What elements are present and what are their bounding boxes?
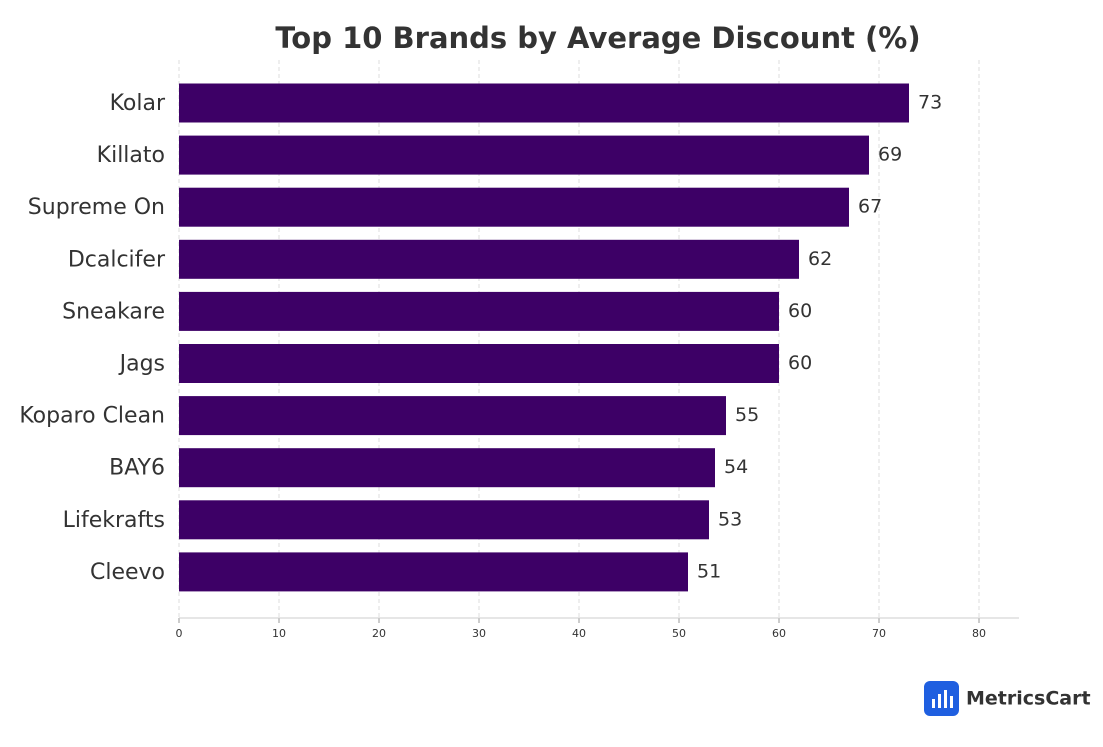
value-label: 60 bbox=[788, 300, 812, 322]
logo-bar bbox=[950, 696, 953, 708]
logo-bar bbox=[944, 690, 947, 708]
bar bbox=[179, 396, 726, 436]
y-tick-label: BAY6 bbox=[109, 456, 165, 481]
value-label: 55 bbox=[735, 404, 759, 426]
y-tick-label: Cleevo bbox=[90, 560, 165, 585]
value-label: 73 bbox=[918, 92, 942, 114]
y-tick-label: Koparo Clean bbox=[19, 404, 165, 429]
value-label: 67 bbox=[858, 196, 882, 218]
logo-icon bbox=[924, 681, 959, 716]
y-tick-label: Sneakare bbox=[62, 299, 165, 324]
bar bbox=[179, 239, 799, 279]
bar bbox=[179, 552, 688, 592]
y-tick-label: Jags bbox=[118, 352, 165, 377]
x-tick-label: 20 bbox=[372, 627, 386, 640]
value-label: 53 bbox=[718, 508, 742, 530]
y-tick-label: Dcalcifer bbox=[68, 247, 166, 272]
x-tick-label: 60 bbox=[772, 627, 786, 640]
y-tick-label: Killato bbox=[97, 143, 165, 168]
value-label: 62 bbox=[808, 248, 832, 270]
bar bbox=[179, 187, 849, 227]
logo-bar bbox=[932, 699, 935, 708]
bar bbox=[179, 500, 709, 540]
y-tick-label: Supreme On bbox=[28, 195, 165, 220]
bar bbox=[179, 135, 869, 175]
x-tick-label: 30 bbox=[472, 627, 486, 640]
bar bbox=[179, 83, 909, 123]
value-label: 51 bbox=[697, 560, 721, 582]
x-tick-label: 70 bbox=[872, 627, 886, 640]
x-tick-label: 10 bbox=[272, 627, 286, 640]
brand-name: MetricsCart bbox=[966, 688, 1091, 710]
bar bbox=[179, 448, 715, 488]
value-label: 60 bbox=[788, 352, 812, 374]
x-tick-label: 80 bbox=[972, 627, 986, 640]
bar bbox=[179, 344, 779, 383]
logo-bar bbox=[938, 694, 941, 708]
value-label: 54 bbox=[724, 456, 748, 478]
x-tick-label: 40 bbox=[572, 627, 586, 640]
y-tick-label: Kolar bbox=[110, 91, 166, 116]
x-tick-label: 0 bbox=[176, 627, 183, 640]
x-tick-label: 50 bbox=[672, 627, 686, 640]
value-label: 69 bbox=[878, 144, 902, 166]
y-tick-label: Lifekrafts bbox=[63, 508, 165, 533]
chart-title: Top 10 Brands by Average Discount (%) bbox=[275, 21, 920, 55]
bar bbox=[179, 291, 779, 331]
